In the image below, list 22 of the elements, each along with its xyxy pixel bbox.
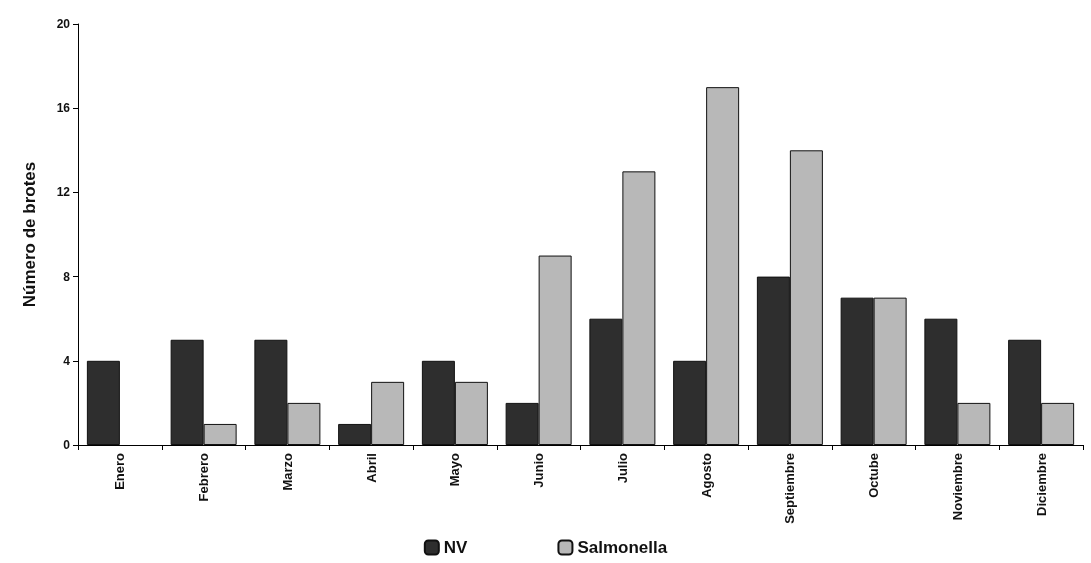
x-tick-label: Agosto: [698, 452, 714, 498]
y-tick-label: 20: [56, 17, 71, 31]
y-tick-label: 8: [63, 269, 71, 284]
x-tick-label: Marzo: [279, 452, 295, 491]
x-tick-label: Abril: [363, 453, 379, 483]
y-tick-label: 12: [56, 185, 71, 200]
x-tick-label: Diciembre: [1033, 453, 1049, 516]
y-axis-title: Número de brotes: [20, 161, 39, 308]
x-tick-label: Noviembre: [949, 453, 965, 521]
x-tick-label: Octube: [866, 453, 882, 498]
x-tick-label: Julio: [614, 452, 630, 484]
bar: [86, 360, 120, 445]
x-tick-label: Febrero: [196, 452, 212, 502]
y-tick-label: 16: [56, 101, 71, 116]
x-tick-label: Mayo: [447, 452, 463, 487]
x-tick-label: Septiembre: [782, 453, 798, 524]
x-tick-label: Junio: [531, 452, 547, 488]
y-tick-label: 0: [63, 438, 71, 452]
legend-label: Salmonella: [577, 538, 668, 557]
y-tick-label: 4: [63, 353, 71, 368]
legend-label: NV: [443, 538, 469, 557]
x-tick-label: Enero: [112, 452, 128, 490]
